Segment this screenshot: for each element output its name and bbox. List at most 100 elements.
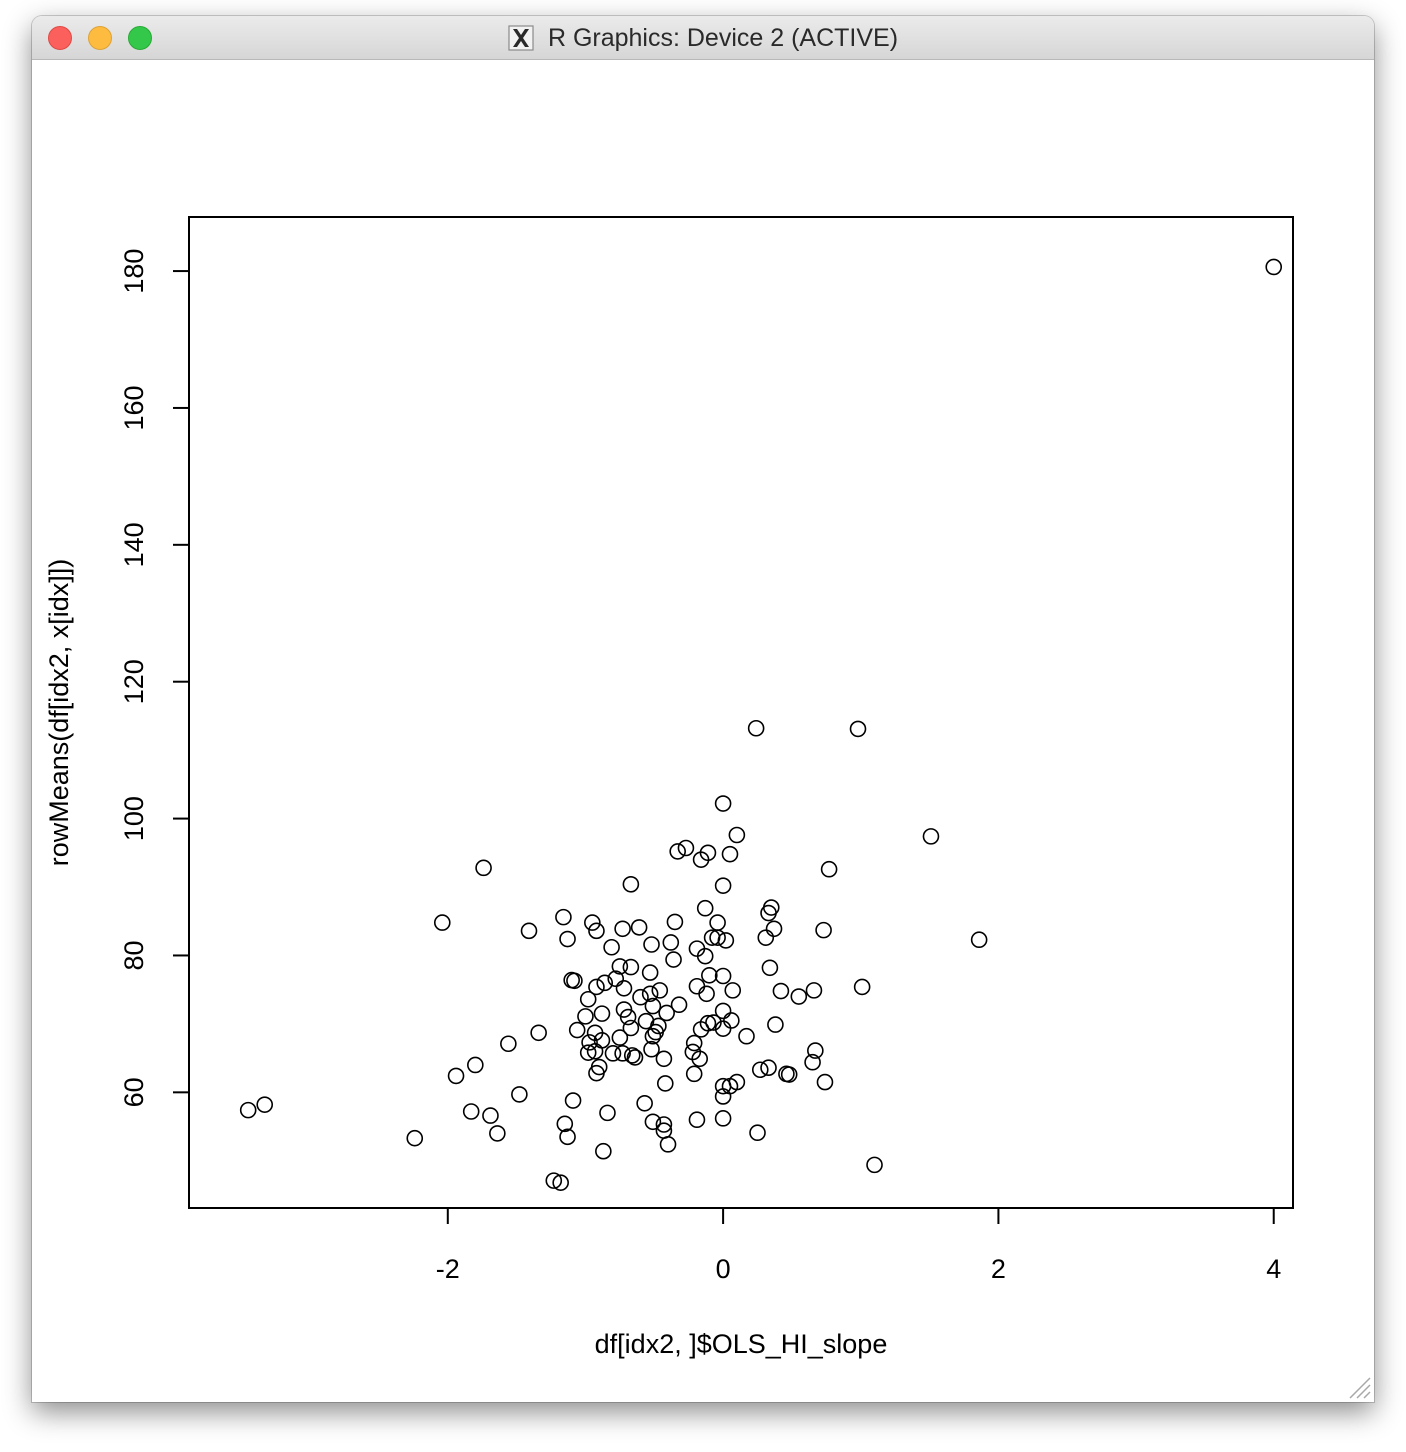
x-tick-label: 4 — [1266, 1254, 1281, 1284]
data-point — [765, 920, 783, 938]
data-point — [406, 1129, 424, 1147]
title-bar[interactable]: R Graphics: Device 2 (ACTIVE) — [32, 16, 1374, 60]
data-point — [641, 985, 659, 1003]
data-point — [692, 1021, 710, 1038]
scatter-plot: -2 0 2 4 60 80 100 120 140 160 180 df[idx2, ]$OLS… — [44, 216, 1294, 1359]
resize-grip-icon[interactable] — [1346, 1374, 1372, 1400]
data-point — [772, 982, 790, 1000]
data-point — [615, 980, 633, 997]
data-point — [714, 967, 732, 985]
data-point — [747, 719, 765, 737]
data-point — [643, 936, 660, 953]
data-point — [545, 1172, 563, 1189]
window-title-group: R Graphics: Device 2 (ACTIVE) — [32, 16, 1374, 60]
data-point — [622, 875, 640, 893]
data-point — [685, 1034, 703, 1052]
data-point — [709, 929, 726, 946]
data-point — [790, 988, 808, 1005]
data-point — [670, 996, 688, 1014]
data-point — [239, 1101, 257, 1119]
data-point — [807, 1042, 824, 1059]
data-point — [728, 826, 746, 844]
data-point — [530, 1024, 547, 1042]
data-point — [922, 828, 940, 845]
data-point — [581, 1034, 598, 1051]
data-point — [714, 1020, 732, 1037]
data-point — [596, 974, 614, 992]
data-point — [849, 720, 867, 738]
data-point — [552, 1174, 569, 1191]
data-point — [698, 985, 715, 1003]
x11-icon — [508, 25, 534, 51]
data-point — [520, 922, 538, 940]
data-point — [723, 1012, 740, 1029]
data-point — [659, 1136, 677, 1153]
y-tick-label: 120 — [119, 659, 149, 704]
x-tick-label: 0 — [716, 1254, 731, 1284]
y-tick-label: 180 — [119, 249, 149, 294]
data-point — [599, 1104, 616, 1122]
data-point — [778, 1065, 795, 1083]
data-point — [816, 1073, 834, 1091]
data-point — [724, 982, 742, 999]
data-point — [714, 1088, 732, 1105]
data-point — [636, 1094, 653, 1112]
data-point — [804, 1053, 821, 1071]
data-point — [559, 930, 576, 948]
data-point — [647, 1023, 664, 1041]
data-point — [662, 934, 680, 951]
data-point — [767, 1016, 784, 1033]
data-point — [630, 919, 648, 936]
data-point — [588, 978, 605, 996]
y-axis-label: rowMeans(df[idx2, x[idx]]) — [44, 559, 74, 867]
plot-area: -2 0 2 4 60 80 100 120 140 160 180 df[idx2, ]$OLS… — [32, 60, 1374, 1402]
data-point — [447, 1067, 465, 1085]
data-point — [760, 1059, 777, 1076]
data-point — [555, 908, 572, 926]
data-point — [622, 1019, 640, 1037]
data-point — [603, 938, 620, 956]
data-point — [619, 1008, 637, 1026]
data-point — [644, 997, 662, 1015]
data-point — [584, 914, 601, 931]
data-point — [688, 1111, 706, 1129]
data-point — [717, 932, 735, 949]
x-tick-label: 2 — [991, 1254, 1006, 1284]
data-point — [593, 1005, 611, 1022]
zoom-button[interactable] — [128, 26, 152, 50]
data-point — [607, 970, 625, 988]
data-point — [644, 1113, 662, 1131]
data-point — [1265, 258, 1283, 276]
data-point — [749, 1124, 766, 1142]
data-point — [701, 967, 718, 984]
minimize-button[interactable] — [88, 26, 112, 50]
data-point — [760, 904, 777, 922]
x-axis-label: df[idx2, ]$OLS_HI_slope — [595, 1329, 888, 1359]
data-point — [568, 1021, 586, 1039]
data-point — [641, 964, 659, 981]
data-point — [677, 839, 695, 857]
data-point — [853, 978, 871, 996]
data-point — [579, 1044, 597, 1061]
data-point — [482, 1107, 499, 1124]
y-tick-label: 160 — [119, 385, 149, 430]
data-point — [714, 1110, 732, 1127]
data-point — [669, 843, 686, 860]
data-point — [714, 877, 732, 894]
y-tick-label: 100 — [119, 796, 149, 841]
data-point — [805, 982, 823, 999]
data-point — [666, 913, 684, 931]
data-point — [757, 929, 775, 946]
data-point — [751, 1061, 769, 1079]
plot-frame — [188, 216, 1294, 1209]
data-point — [714, 1002, 732, 1020]
data-point — [655, 1050, 673, 1068]
x-axis: -2 0 2 4 — [436, 1208, 1281, 1284]
data-point — [577, 1008, 594, 1025]
data-point — [467, 1056, 484, 1074]
data-point — [614, 1045, 631, 1062]
data-point — [632, 988, 649, 1006]
data-point — [696, 947, 714, 965]
data-point — [643, 1040, 660, 1058]
close-button[interactable] — [48, 26, 72, 50]
